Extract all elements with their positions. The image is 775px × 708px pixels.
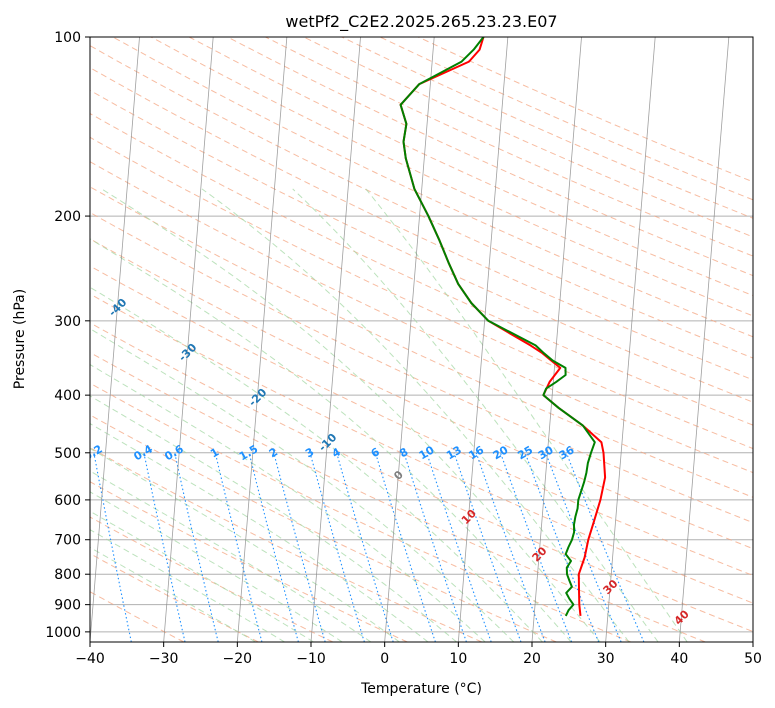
dry-adiabat xyxy=(150,37,753,317)
isotherm-line xyxy=(310,37,361,642)
isotherm-line xyxy=(531,37,582,642)
y-tick-label: 1000 xyxy=(45,625,81,641)
y-tick-label: 600 xyxy=(54,493,81,509)
mixing-ratio-line xyxy=(565,452,645,642)
x-axis-label: Temperature (°C) xyxy=(360,681,482,697)
x-tick-label: 40 xyxy=(670,651,688,667)
mixing-ratio-line xyxy=(403,452,467,642)
mixing-ratio-line xyxy=(453,452,522,642)
mixing-ratio-line xyxy=(214,452,263,642)
moist-adiabat xyxy=(90,363,486,642)
mixing-ratio-line xyxy=(426,452,492,642)
mixing-ratio-line xyxy=(174,452,219,642)
moist-adiabat xyxy=(90,529,285,642)
y-tick-label: 700 xyxy=(54,533,81,549)
mixing-ratio-line xyxy=(273,452,326,642)
x-tick-label: −20 xyxy=(223,651,253,667)
chart-title: wetPf2_C2E2.2025.265.23.23.E07 xyxy=(285,12,557,32)
y-tick-label: 800 xyxy=(54,567,81,583)
moist-adiabat xyxy=(90,510,314,642)
temperature-profile-green xyxy=(399,37,596,617)
y-tick-label: 200 xyxy=(54,209,81,225)
moist-adiabat xyxy=(292,188,659,642)
dry-adiabat xyxy=(90,553,259,642)
dry-adiabat xyxy=(90,447,483,642)
moist-adiabat xyxy=(101,188,601,642)
moist-adiabat xyxy=(90,447,400,642)
y-tick-label: 500 xyxy=(54,446,81,462)
y-tick-label: 900 xyxy=(54,598,81,614)
x-tick-label: 30 xyxy=(597,651,615,667)
mixing-ratio-line xyxy=(545,452,622,642)
dry-adiabat xyxy=(90,161,753,474)
dry-adiabat xyxy=(90,136,753,450)
plot-frame xyxy=(89,36,754,643)
moist-adiabat xyxy=(90,328,515,642)
x-tick-label: −40 xyxy=(75,651,105,667)
x-tick-label: −10 xyxy=(296,651,326,667)
dry-adiabat xyxy=(188,37,753,297)
dry-adiabat xyxy=(90,322,753,633)
dry-adiabat xyxy=(90,67,753,381)
y-tick-label: 400 xyxy=(54,388,81,404)
dry-adiabat xyxy=(90,352,706,642)
moist-adiabat xyxy=(90,423,429,642)
moist-adiabat xyxy=(90,491,343,642)
isotherm-line xyxy=(384,37,435,642)
x-tick-label: −30 xyxy=(149,651,179,667)
y-tick-label: 100 xyxy=(54,30,81,46)
series-layer xyxy=(399,37,607,617)
isotherm-line xyxy=(457,37,509,642)
background-lines xyxy=(90,37,753,642)
y-axis-label: Pressure (hPa) xyxy=(12,289,28,389)
mixing-ratio-line xyxy=(336,452,394,642)
moist-adiabat xyxy=(201,188,630,642)
moist-adiabat xyxy=(90,395,457,642)
mixing-ratio-line xyxy=(374,452,436,642)
isotherm-line xyxy=(605,37,656,642)
y-tick-label: 300 xyxy=(54,314,81,330)
x-tick-label: 0 xyxy=(380,651,389,667)
dry-adiabat xyxy=(90,45,753,359)
dry-adiabat xyxy=(90,186,753,498)
dry-adiabat xyxy=(90,238,753,550)
x-tick-label: 10 xyxy=(449,651,467,667)
dry-adiabat xyxy=(90,265,753,577)
dry-adiabat xyxy=(90,211,753,524)
mixing-ratio-line xyxy=(309,452,365,642)
x-tick-label: 50 xyxy=(744,651,762,667)
dry-adiabat xyxy=(90,516,334,642)
mixing-ratio-line xyxy=(475,452,546,642)
dry-adiabat xyxy=(90,481,408,642)
mixing-ratio-line xyxy=(524,452,600,642)
moist-adiabat xyxy=(90,238,572,642)
isotherm-line xyxy=(163,37,214,642)
x-tick-label: 20 xyxy=(523,651,541,667)
mixing-ratio-line xyxy=(248,452,299,642)
isotherm-line xyxy=(236,37,288,642)
axes: −40 −30 −20 −10 0 10 20 30 40 50 100 200 300 400 500 60… xyxy=(45,30,762,667)
mixing-ratio-line xyxy=(499,452,573,642)
dry-adiabat xyxy=(90,414,557,642)
moist-adiabat xyxy=(90,286,543,642)
moist-adiabat xyxy=(90,470,372,642)
isotherm-line xyxy=(90,37,140,642)
isotherm-line xyxy=(678,37,730,642)
